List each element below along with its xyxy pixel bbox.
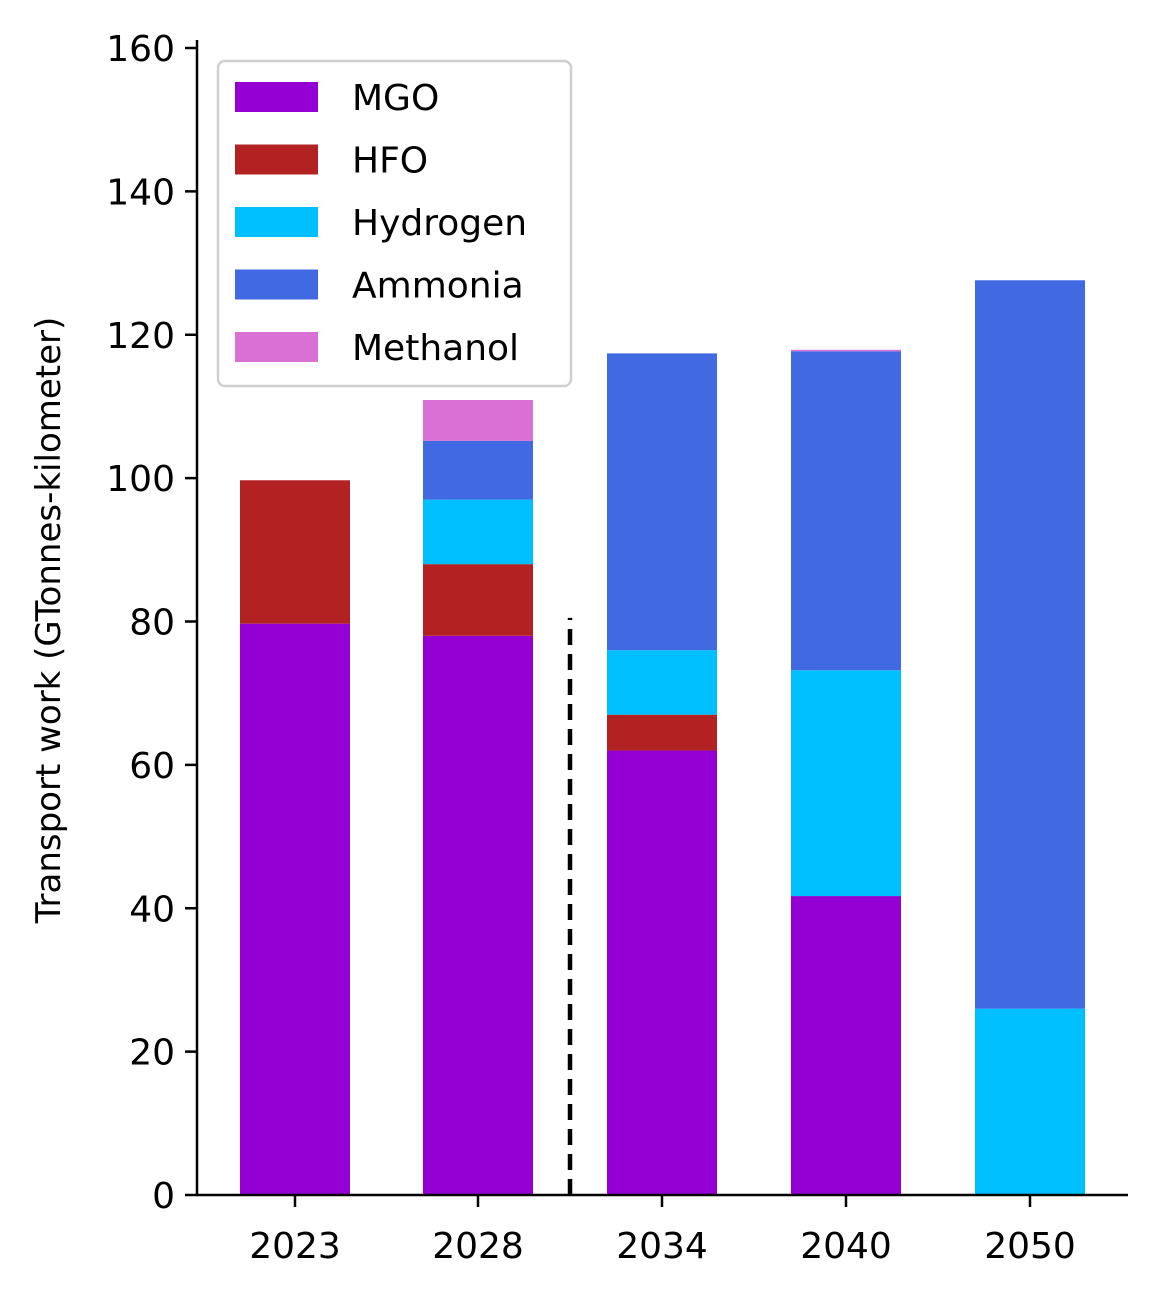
y-tick-label: 20 (129, 1033, 175, 1074)
y-tick-label: 100 (106, 459, 175, 500)
legend-frame (216, 59, 573, 388)
legend-swatch-hfo (235, 144, 318, 175)
x-tick-label-2023: 2023 (249, 1226, 341, 1267)
y-tick-label: 140 (106, 172, 175, 213)
y-tick-label: 80 (129, 603, 175, 644)
bars-layer (240, 280, 1085, 1195)
bar-segment-2050-hydrogen (975, 1008, 1085, 1195)
bar-segment-2034-hfo (607, 714, 717, 751)
legend-swatch-hydrogen (235, 207, 318, 237)
legend-swatch-mgo (235, 82, 318, 112)
bar-segment-2028-ammonia (423, 440, 533, 500)
legend-label-mgo: MGO (352, 78, 439, 119)
bar-segment-2028-methanol (423, 399, 533, 441)
x-ticks: 2023 2028 2034 2040 2050 (249, 1195, 1076, 1267)
bar-segment-2034-ammonia (607, 353, 717, 651)
y-tick-label: 120 (106, 316, 175, 357)
legend-label-hydrogen: Hydrogen (352, 203, 527, 244)
bar-segment-2023-mgo (240, 623, 350, 1195)
legend-label-methanol: Methanol (352, 328, 519, 369)
x-tick-label-2034: 2034 (616, 1226, 708, 1267)
bar-segment-2040-mgo (791, 896, 901, 1195)
bar-segment-2040-ammonia (791, 351, 901, 671)
legend-label-ammonia: Ammonia (352, 266, 524, 307)
y-tick-label: 160 (106, 29, 175, 70)
legend: MGO HFO Hydrogen Ammonia Methanol (216, 59, 573, 388)
y-tick-label: 0 (152, 1176, 175, 1217)
bar-segment-2028-hydrogen (423, 499, 533, 565)
x-tick-label-2028: 2028 (432, 1226, 524, 1267)
bar-segment-2040-methanol (791, 349, 901, 352)
bar-segment-2040-hydrogen (791, 670, 901, 897)
bar-segment-2034-mgo (607, 750, 717, 1195)
bar-segment-2028-hfo (423, 564, 533, 636)
legend-swatch-ammonia (235, 269, 318, 300)
bar-segment-2050-ammonia (975, 280, 1085, 1009)
bar-segment-2023-hfo (240, 480, 350, 624)
legend-swatch-methanol (235, 332, 318, 362)
y-axis-label: Transport work (GTonnes-kilometer) (29, 317, 69, 925)
bar-segment-2034-hydrogen (607, 650, 717, 715)
bar-segment-2028-mgo (423, 635, 533, 1195)
x-tick-label-2040: 2040 (800, 1226, 892, 1267)
x-tick-label-2050: 2050 (984, 1226, 1076, 1267)
y-tick-label: 40 (129, 889, 175, 930)
legend-label-hfo: HFO (352, 141, 428, 182)
y-tick-label: 60 (129, 746, 175, 787)
y-ticks: 0 20 40 60 80 100 120 140 160 (106, 29, 197, 1217)
